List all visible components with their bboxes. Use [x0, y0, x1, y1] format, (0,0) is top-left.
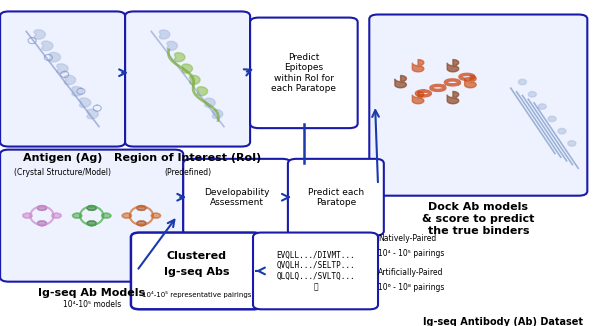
Text: 10⁶ - 10⁸ pairings: 10⁶ - 10⁸ pairings: [378, 283, 445, 292]
Text: Ig-seq Abs: Ig-seq Abs: [164, 267, 229, 277]
Text: EVQLL.../DIVMT...
QVQLH.../SELTP...
QLQLQ.../SVLTQ...
⋮: EVQLL.../DIVMT... QVQLH.../SELTP... QLQL…: [276, 251, 355, 291]
Polygon shape: [190, 75, 200, 84]
Polygon shape: [160, 30, 170, 39]
Polygon shape: [568, 141, 576, 146]
Text: (Predefined): (Predefined): [164, 168, 211, 177]
Text: the true binders: the true binders: [428, 226, 529, 236]
FancyBboxPatch shape: [288, 159, 384, 236]
Polygon shape: [64, 75, 76, 85]
Text: 10⁴-10⁵ models: 10⁴-10⁵ models: [62, 300, 121, 309]
Polygon shape: [73, 213, 82, 218]
FancyBboxPatch shape: [125, 11, 250, 147]
Text: Dock Ab models: Dock Ab models: [428, 202, 529, 212]
Polygon shape: [79, 98, 91, 108]
Polygon shape: [528, 92, 536, 97]
Polygon shape: [151, 213, 161, 218]
Text: Predict
Epitopes
within RoI for
each Paratope: Predict Epitopes within RoI for each Par…: [271, 53, 337, 93]
FancyBboxPatch shape: [0, 11, 125, 147]
Polygon shape: [34, 30, 46, 39]
Polygon shape: [49, 52, 61, 62]
Polygon shape: [518, 79, 526, 85]
FancyBboxPatch shape: [183, 159, 291, 236]
Polygon shape: [175, 52, 185, 62]
FancyBboxPatch shape: [0, 150, 183, 282]
Polygon shape: [197, 87, 208, 96]
Polygon shape: [205, 98, 215, 107]
FancyBboxPatch shape: [253, 232, 378, 309]
FancyBboxPatch shape: [369, 15, 587, 196]
Polygon shape: [87, 221, 97, 226]
Polygon shape: [87, 205, 97, 210]
FancyBboxPatch shape: [250, 18, 358, 128]
Polygon shape: [57, 64, 68, 73]
Polygon shape: [538, 104, 546, 109]
Polygon shape: [548, 116, 556, 122]
Text: Natively-Paired: Natively-Paired: [378, 234, 436, 243]
Text: & score to predict: & score to predict: [422, 214, 535, 224]
Polygon shape: [37, 205, 47, 210]
Polygon shape: [37, 221, 47, 226]
Polygon shape: [72, 86, 83, 96]
Polygon shape: [137, 205, 146, 210]
Text: Region of Interest (RoI): Region of Interest (RoI): [114, 153, 261, 163]
Text: Ig-seq Ab Models: Ig-seq Ab Models: [38, 288, 145, 298]
Polygon shape: [558, 128, 566, 134]
Polygon shape: [182, 64, 193, 73]
Polygon shape: [23, 213, 32, 218]
Text: 10⁴ - 10⁵ pairings: 10⁴ - 10⁵ pairings: [378, 249, 445, 259]
Polygon shape: [212, 110, 223, 119]
Polygon shape: [101, 213, 111, 218]
Text: Predict each
Paratope: Predict each Paratope: [308, 187, 364, 207]
FancyBboxPatch shape: [131, 232, 262, 309]
Polygon shape: [137, 221, 146, 226]
Polygon shape: [87, 109, 98, 119]
Polygon shape: [122, 213, 131, 218]
Text: Artificially-Paired: Artificially-Paired: [378, 268, 443, 277]
Polygon shape: [41, 41, 53, 51]
Text: Ig-seq Antibody (Ab) Dataset: Ig-seq Antibody (Ab) Dataset: [423, 317, 583, 326]
Text: (Crystal Structure/Model): (Crystal Structure/Model): [14, 168, 111, 177]
Text: Clustered: Clustered: [166, 251, 226, 261]
Polygon shape: [52, 213, 61, 218]
Polygon shape: [167, 41, 178, 50]
Text: Developability
Assessment: Developability Assessment: [204, 187, 270, 207]
Text: Antigen (Ag): Antigen (Ag): [23, 153, 102, 163]
Text: 10⁴-10⁵ representative pairings: 10⁴-10⁵ representative pairings: [142, 291, 251, 298]
